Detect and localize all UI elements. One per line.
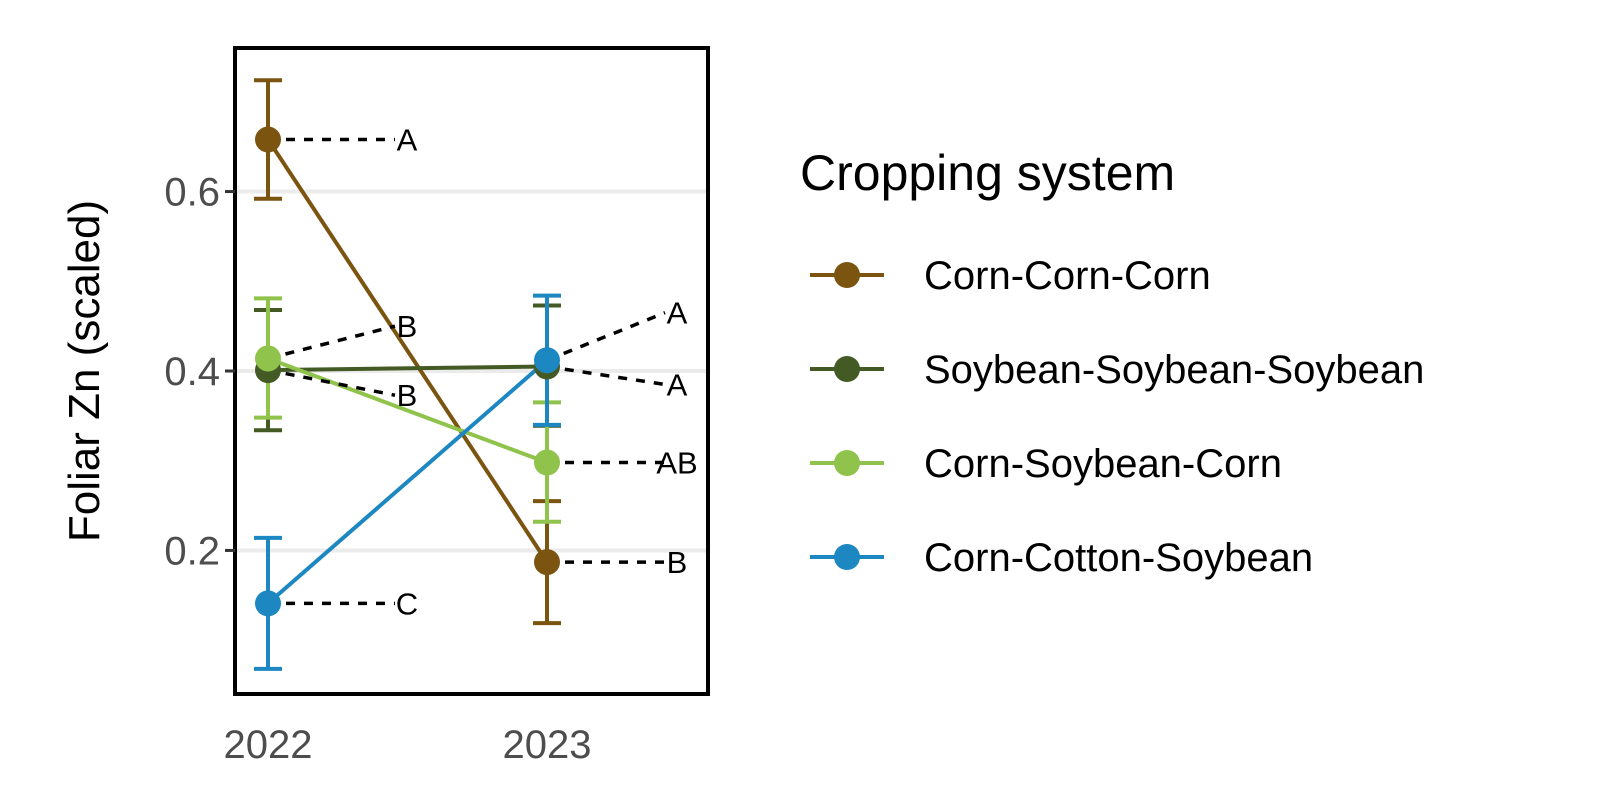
series-line — [267, 364, 548, 373]
legend: Corn-Corn-Corn Soybean-Soybean-Soybean Cor… — [810, 254, 1424, 580]
legend-key-point — [834, 356, 860, 382]
legend-label: Soybean-Soybean-Soybean — [924, 348, 1424, 392]
series-lines — [266, 138, 549, 605]
x-tick-label: 2022 — [224, 723, 313, 767]
legend-item: Soybean-Soybean-Soybean — [810, 348, 1424, 392]
legend-item: Corn-Soybean-Corn — [810, 442, 1282, 486]
data-point — [534, 449, 560, 476]
error-bars — [254, 78, 561, 671]
legend-key-point — [834, 450, 860, 476]
series-line — [266, 138, 549, 564]
data-point — [255, 126, 281, 153]
legend-label: Corn-Corn-Corn — [924, 254, 1211, 298]
y-axis-title: Foliar Zn (scaled) — [60, 200, 109, 542]
y-tick-label: 0.2 — [164, 529, 220, 573]
significance-letter: AB — [656, 446, 697, 481]
data-point — [534, 549, 560, 576]
legend-item: Corn-Corn-Corn — [810, 254, 1211, 298]
data-point — [255, 345, 281, 372]
significance-letter: B — [667, 545, 688, 580]
significance-letter: A — [667, 367, 688, 402]
legend-key-point — [834, 262, 860, 288]
letter-leader-line — [267, 324, 396, 361]
legend-label: Corn-Cotton-Soybean — [924, 536, 1313, 580]
legend-item: Corn-Cotton-Soybean — [810, 536, 1313, 580]
letter-leader-lines — [267, 137, 666, 606]
data-point — [534, 347, 560, 374]
significance-letter: B — [397, 309, 418, 344]
legend-key-point — [834, 544, 860, 570]
significance-letter: A — [667, 296, 688, 331]
x-tick-label: 2023 — [503, 723, 592, 767]
significance-letter: C — [396, 586, 418, 621]
y-tick-label: 0.4 — [164, 350, 220, 394]
significance-letter: B — [397, 378, 418, 413]
series-line — [267, 356, 548, 465]
series-line — [266, 358, 549, 605]
legend-title: Cropping system — [800, 145, 1175, 201]
axes: 0.2 0.4 0.6 2022 2023 — [164, 171, 591, 767]
y-tick-label: 0.6 — [164, 171, 220, 215]
letter-leader-line — [267, 368, 396, 397]
letter-leader-line — [546, 364, 666, 387]
data-points — [255, 126, 560, 617]
data-point — [255, 590, 281, 617]
legend-label: Corn-Soybean-Corn — [924, 442, 1282, 486]
letter-leader-line — [546, 311, 666, 362]
significance-letter: A — [397, 123, 418, 158]
